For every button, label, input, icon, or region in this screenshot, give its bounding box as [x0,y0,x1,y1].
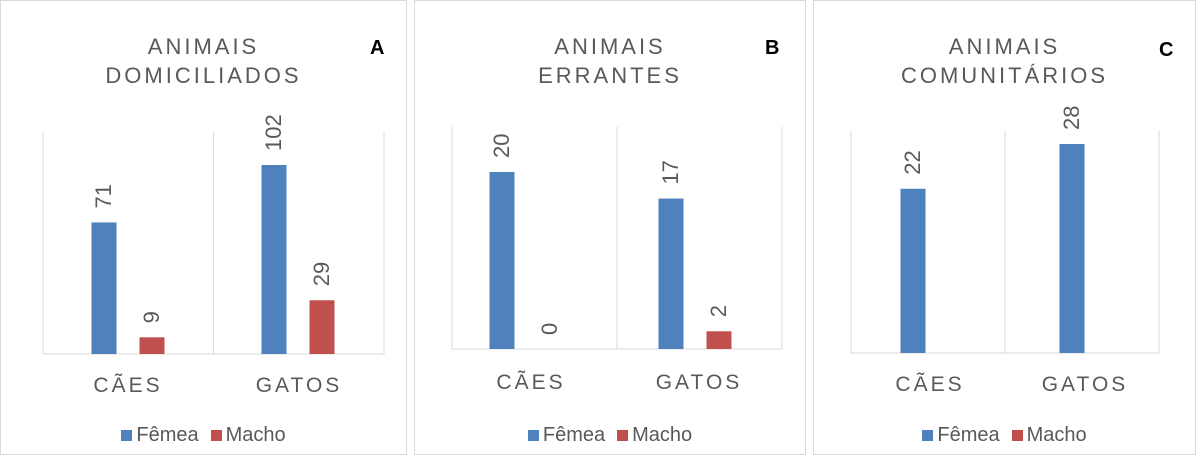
legend-swatch-male [1011,430,1023,441]
data-label: 20 [489,134,514,158]
bar-male [309,300,335,354]
data-label: 0 [537,323,562,335]
chart-panel-b: ANIMAIS ERRANTES B 20 17 0 2 CÃES GATOS Fêm… [414,0,806,455]
legend-swatch-male [617,430,629,441]
data-label: 102 [261,114,286,151]
bar-female [658,198,684,349]
data-label: 2 [706,305,731,317]
bar-female [489,172,515,349]
legend-swatch-female [922,430,934,441]
bar-chart-plot: 20 17 0 2 [451,127,783,350]
category-label: CÃES [496,371,566,394]
chart-legend: Fêmea Macho [415,424,805,447]
legend-item-male: Macho [1011,424,1087,447]
chart-legend: Fêmea Macho [814,424,1195,447]
legend-item-female: Fêmea [922,424,1000,447]
bar-female [900,188,926,353]
data-label: 71 [91,184,116,208]
category-label: GATOS [1041,373,1129,396]
data-label: 22 [900,150,925,174]
chart-panel-a: ANIMAIS DOMICILIADOS A 71 102 9 29 CÃES GAT… [0,0,407,455]
chart-title-line-2: COMUNITÁRIOS [900,63,1109,88]
legend-item-female: Fêmea [121,424,199,447]
data-label: 17 [658,160,683,184]
legend-item-female: Fêmea [527,424,606,447]
chart-title-line-1: ANIMAIS [554,34,666,59]
legend-label-male: Macho [1026,424,1087,446]
legend-item-male: Macho [210,424,286,447]
category-label: GATOS [655,371,743,394]
data-label: 9 [139,311,164,323]
category-label: CÃES [93,374,163,397]
category-label: CÃES [895,373,965,396]
bar-female [261,165,287,354]
legend-swatch-female [527,430,539,441]
bar-chart-plot: 71 102 9 29 [42,114,385,355]
legend-label-female: Fêmea [542,424,606,446]
panel-letter: A [370,37,385,59]
legend-label-female: Fêmea [136,424,199,446]
category-label: GATOS [255,374,343,397]
chart-legend: Fêmea Macho [1,424,406,447]
legend-swatch-male [210,430,222,441]
panel-letter: B [765,37,780,59]
legend-item-male: Macho [617,424,692,447]
bar-female [1059,144,1085,353]
bar-male [139,337,165,354]
bar-male [706,331,732,349]
chart-panel-c: ANIMAIS COMUNITÁRIOS C 22 28 CÃES GATOS F… [813,0,1196,455]
panel-letter: C [1159,39,1174,61]
legend-label-male: Macho [632,424,693,446]
bar-chart-plot: 22 28 [850,106,1160,354]
bar-female [91,222,117,354]
chart-title-line-1: ANIMAIS [948,34,1061,59]
legend-swatch-female [121,430,133,441]
legend-label-male: Macho [225,424,286,446]
data-label: 29 [309,262,334,286]
legend-label-female: Fêmea [937,424,1000,446]
chart-title-line-2: ERRANTES [538,63,682,88]
data-label: 28 [1059,106,1084,130]
chart-title-line-2: DOMICILIADOS [105,63,302,88]
chart-title-line-1: ANIMAIS [147,34,260,59]
